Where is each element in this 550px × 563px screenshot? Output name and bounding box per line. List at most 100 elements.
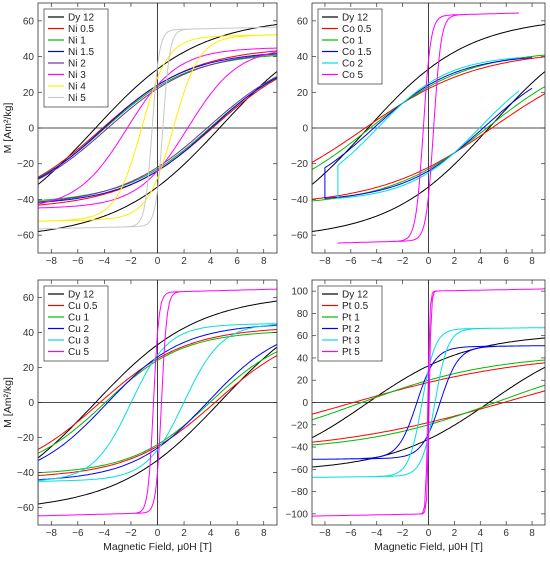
y-tick-label: −20	[291, 420, 308, 431]
legend-label: Pt 0.5	[342, 301, 369, 312]
series-line-dy-12	[312, 24, 545, 232]
x-axis-label: Magnetic Field, μ0H [T]	[103, 541, 212, 553]
x-tick-label: −6	[72, 256, 84, 267]
y-axis-label: M [Am²/kg]	[2, 103, 14, 154]
x-tick-label: 4	[208, 528, 214, 539]
x-tick-label: 2	[181, 256, 187, 267]
legend-label: Cu 2	[68, 324, 90, 335]
y-tick-label: −60	[17, 231, 34, 242]
x-tick-label: 2	[452, 256, 458, 267]
y-tick-label: 100	[291, 287, 308, 298]
legend-label: Co 0.5	[342, 24, 372, 35]
series-group	[312, 288, 545, 517]
x-tick-label: 8	[529, 528, 535, 539]
legend-label: Ni 1.5	[68, 47, 95, 58]
y-tick-label: 60	[23, 16, 35, 27]
y-tick-label: −20	[17, 159, 34, 170]
series-group	[38, 288, 277, 517]
legend-box	[317, 285, 383, 362]
y-tick-label: −100	[285, 509, 308, 520]
x-tick-label: 2	[181, 528, 187, 539]
y-tick-label: 20	[297, 88, 309, 99]
x-tick-label: −8	[46, 528, 58, 539]
x-tick-label: 8	[261, 256, 267, 267]
y-tick-label: −40	[17, 468, 34, 479]
legend-label: Dy 12	[68, 290, 95, 301]
series-line-cu-2	[38, 324, 277, 481]
y-tick-label: 0	[28, 398, 34, 409]
y-tick-label: 0	[302, 124, 308, 135]
x-tick-label: −4	[371, 528, 383, 539]
legend-label: Dy 12	[342, 13, 369, 24]
y-tick-label: 20	[23, 363, 35, 374]
y-tick-label: 20	[23, 88, 35, 99]
y-tick-label: −40	[291, 443, 308, 454]
legend-box	[317, 8, 383, 85]
y-tick-label: −60	[17, 503, 34, 514]
y-tick-label: 60	[23, 293, 35, 304]
series-line-cu-5	[38, 288, 277, 517]
legend-label: Cu 3	[68, 336, 90, 347]
x-tick-label: 4	[208, 256, 214, 267]
legend-label: Dy 12	[342, 290, 369, 301]
legend-label: Ni 3	[68, 70, 86, 81]
y-tick-label: 0	[302, 398, 308, 409]
series-line-co-2	[337, 57, 520, 199]
series-line-co-0-5	[312, 56, 545, 200]
x-tick-label: 0	[155, 256, 161, 267]
series-line-ni-0-5	[38, 50, 277, 206]
y-tick-label: −40	[17, 195, 34, 206]
legend-label: Ni 5	[68, 93, 86, 104]
series-line-dy-12	[38, 300, 277, 505]
series-line-ni-3	[38, 47, 277, 209]
y-tick-label: −40	[291, 195, 308, 206]
x-tick-label: −2	[125, 256, 137, 267]
y-tick-label: 40	[23, 52, 35, 63]
x-tick-label: 6	[503, 256, 509, 267]
series-group	[38, 24, 277, 232]
series-line-cu-3	[38, 323, 277, 482]
x-tick-label: 8	[529, 256, 535, 267]
legend-label: Cu 0.5	[68, 301, 98, 312]
legend-label: Pt 3	[342, 336, 360, 347]
x-tick-label: −8	[46, 256, 58, 267]
legend-label: Ni 1	[68, 36, 86, 47]
chart-panel-bottom-right: −8 −6 −4 −2 0 2 4 6 8−100−80−60−40−2002040608010…	[285, 279, 546, 553]
x-tick-label: −8	[319, 256, 331, 267]
series-line-co-1	[312, 54, 545, 202]
legend-label: Ni 2	[68, 59, 86, 70]
series-line-pt-2	[312, 345, 545, 460]
legend-box	[43, 8, 109, 108]
series-line-co-5	[337, 12, 520, 244]
legend-label: Pt 2	[342, 324, 360, 335]
legend-label: Cu 1	[68, 313, 90, 324]
series-line-ni-1-5	[38, 53, 277, 203]
x-tick-label: −8	[319, 528, 331, 539]
y-axis-label: M [Am²/kg]	[2, 377, 14, 428]
y-tick-label: 60	[297, 16, 309, 27]
x-tick-label: −6	[72, 528, 84, 539]
series-line-pt-3	[312, 327, 545, 478]
series-line-co-1-5	[324, 57, 533, 199]
legend-box	[43, 285, 109, 362]
x-tick-label: 0	[426, 256, 432, 267]
y-tick-label: 40	[23, 328, 35, 339]
y-tick-label: 20	[297, 376, 309, 387]
x-tick-label: −4	[371, 256, 383, 267]
y-tick-label: −20	[17, 433, 34, 444]
series-line-pt-5	[312, 288, 545, 517]
x-tick-label: 4	[477, 256, 483, 267]
x-tick-label: −4	[99, 256, 111, 267]
legend-label: Co 2	[342, 59, 364, 70]
series-line-cu-0-5	[38, 329, 277, 476]
x-tick-label: −2	[125, 528, 137, 539]
series-line-dy-12	[38, 24, 277, 232]
x-tick-label: 0	[155, 528, 161, 539]
legend-label: Dy 12	[68, 13, 95, 24]
x-tick-label: 0	[426, 528, 432, 539]
y-tick-label: −60	[291, 231, 308, 242]
